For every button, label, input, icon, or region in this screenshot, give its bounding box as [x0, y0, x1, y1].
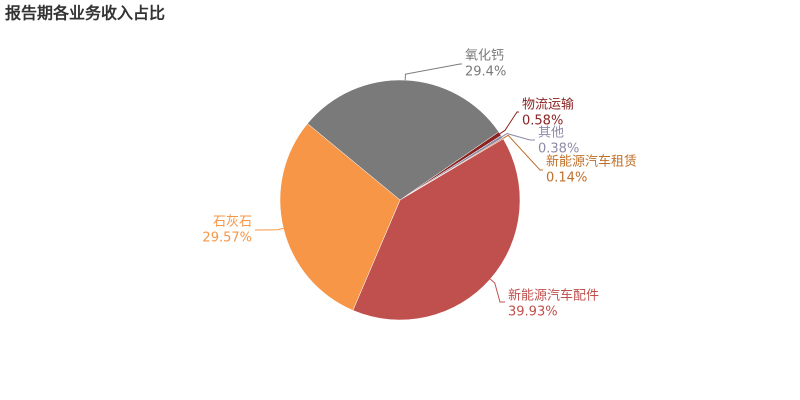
leader-line [502, 134, 543, 171]
slice-label: 石灰石 [213, 215, 252, 230]
slice-value: 0.14% [546, 171, 587, 186]
slice-value: 0.58% [522, 114, 563, 129]
leader-line [499, 111, 519, 135]
slice-label: 新能源汽车配件 [508, 288, 599, 304]
slice-label: 物流运输 [522, 97, 574, 113]
pie-slice [352, 138, 521, 321]
slice-value: 29.4% [465, 65, 506, 80]
slice-label: 新能源汽车租赁 [546, 154, 637, 170]
slice-value: 0.38% [538, 142, 579, 157]
pie-slice [307, 79, 500, 201]
leader-line [489, 278, 505, 303]
slice-label: 其他 [538, 126, 564, 141]
leader-line [255, 227, 284, 231]
slice-label: 氧化钙 [465, 49, 504, 64]
slice-value: 39.93% [508, 305, 558, 320]
chart-title: 报告期各业务收入占比 [5, 4, 165, 23]
pie-slice [279, 123, 401, 311]
leader-line [404, 63, 462, 81]
slice-value: 29.57% [202, 231, 252, 246]
leader-line [501, 133, 535, 141]
